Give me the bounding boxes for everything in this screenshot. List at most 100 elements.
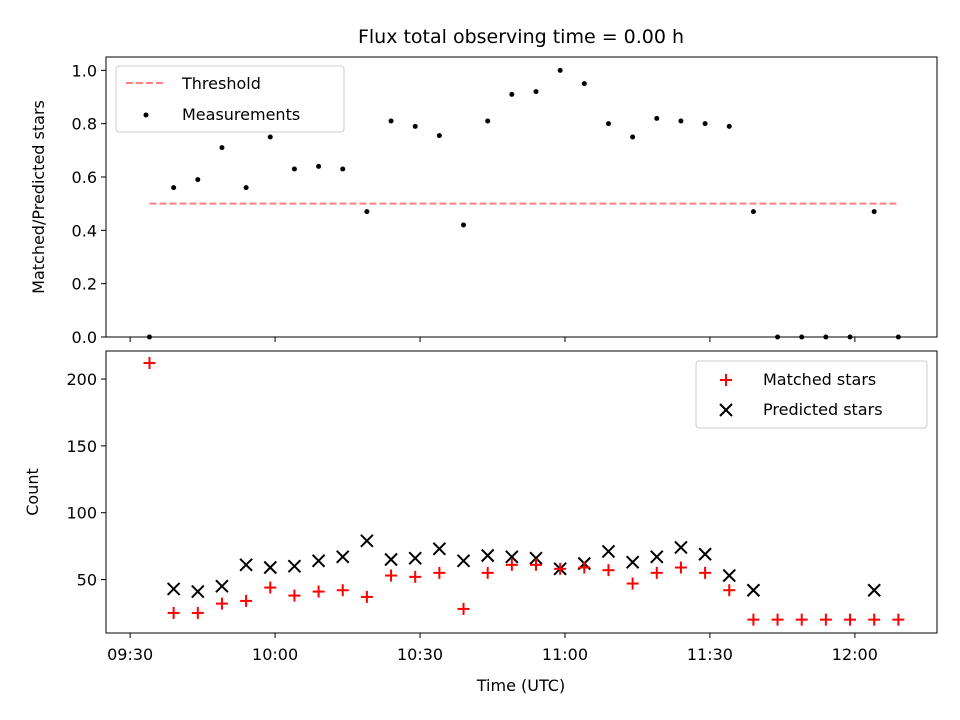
predicted-stars-point bbox=[408, 551, 422, 565]
matched-stars-point bbox=[747, 613, 760, 626]
measurement-point bbox=[243, 185, 249, 191]
measurement-point bbox=[461, 222, 467, 228]
matched-stars-point bbox=[723, 584, 736, 597]
measurement-point bbox=[485, 118, 491, 124]
measurement-point bbox=[702, 121, 708, 127]
x-tick-label: 12:00 bbox=[832, 645, 878, 664]
count-legend-box bbox=[695, 360, 928, 429]
x-tick-label: 10:00 bbox=[252, 645, 298, 664]
matched-stars-point bbox=[554, 562, 567, 575]
measurement-point bbox=[195, 177, 201, 183]
ratio-plot-area bbox=[146, 67, 901, 340]
chart-title: Flux total observing time = 0.00 h bbox=[358, 26, 684, 48]
ratio-y-tick-label: 1.0 bbox=[72, 61, 97, 80]
measurement-point bbox=[581, 81, 587, 87]
matched-stars-point bbox=[602, 564, 615, 577]
ratio-y-tick-label: 0.4 bbox=[72, 221, 97, 240]
ratio-y-tick-label: 0.0 bbox=[72, 328, 97, 347]
matched-stars-point bbox=[264, 581, 277, 594]
predicted-stars-point bbox=[287, 559, 302, 573]
matched-stars-point bbox=[312, 585, 325, 598]
measurements-legend-label: Measurements bbox=[182, 105, 300, 124]
measurement-point bbox=[557, 67, 563, 73]
predicted-stars-point bbox=[215, 579, 229, 593]
predicted-stars-point bbox=[625, 555, 640, 569]
matched-stars-legend-swatch bbox=[720, 374, 732, 386]
predicted-stars-point bbox=[867, 583, 881, 597]
ratio-y-axis: 0.0 0.2 0.4 0.6 0.8 1.0 bbox=[72, 61, 106, 347]
x-axis-label: Time (UTC) bbox=[476, 676, 565, 695]
matched-stars-point bbox=[505, 558, 518, 571]
measurement-point bbox=[219, 145, 225, 151]
matched-stars-point bbox=[892, 613, 905, 626]
predicted-stars-point bbox=[360, 534, 374, 548]
predicted-stars-legend-swatch bbox=[719, 403, 733, 417]
predicted-stars-point bbox=[456, 554, 471, 568]
predicted-stars-point bbox=[674, 540, 688, 555]
matched-stars-point bbox=[674, 561, 687, 574]
count-panel: 50 100 150 200 09:30 10:00 10:30 11:00 11:30 12:… bbox=[23, 350, 938, 695]
matched-stars-point bbox=[336, 584, 349, 597]
ratio-y-axis-label: Matched/Predicted stars bbox=[29, 100, 48, 294]
measurement-point bbox=[678, 118, 684, 124]
measurement-point bbox=[726, 123, 732, 129]
predicted-stars-point bbox=[166, 582, 181, 596]
count-y-axis-label: Count bbox=[23, 468, 42, 516]
measurement-point bbox=[605, 121, 611, 127]
measurement-point bbox=[436, 133, 442, 139]
count-axes-frame bbox=[105, 350, 938, 634]
matched-stars-point bbox=[409, 570, 422, 583]
predicted-stars-point bbox=[650, 550, 664, 564]
measurement-point bbox=[340, 166, 346, 172]
measurement-point bbox=[388, 118, 394, 124]
ratio-x-ticks bbox=[129, 337, 856, 342]
threshold-legend-label: Threshold bbox=[181, 74, 261, 93]
predicted-stars-point bbox=[601, 544, 616, 559]
count-y-axis: 50 100 150 200 bbox=[66, 370, 106, 590]
predicted-stars-point bbox=[529, 551, 543, 565]
measurement-point bbox=[750, 209, 756, 215]
count-y-tick-label: 100 bbox=[66, 504, 97, 523]
measurement-point bbox=[316, 163, 322, 169]
matched-stars-point bbox=[240, 594, 253, 607]
ratio-panel: 0.0 0.2 0.4 0.6 0.8 1.0 Matched/Predicted sta… bbox=[29, 56, 938, 347]
matched-stars-point bbox=[191, 606, 204, 619]
measurement-point bbox=[509, 91, 515, 97]
measurement-point bbox=[654, 115, 660, 121]
matched-stars-point bbox=[288, 589, 301, 602]
matched-stars-point bbox=[699, 566, 712, 579]
matched-stars-point bbox=[167, 606, 180, 619]
count-y-tick-label: 150 bbox=[66, 437, 97, 456]
ratio-y-tick-label: 0.8 bbox=[72, 115, 97, 134]
ratio-axes-frame bbox=[105, 56, 938, 338]
predicted-stars-point bbox=[505, 550, 519, 564]
matched-stars-point bbox=[529, 558, 542, 571]
predicted-stars-point bbox=[722, 568, 736, 583]
matched-stars-point bbox=[143, 357, 156, 370]
count-y-tick-label: 200 bbox=[66, 370, 97, 389]
measurement-point bbox=[171, 185, 177, 191]
measurement-point bbox=[291, 166, 297, 172]
predicted-stars-point bbox=[239, 558, 253, 572]
measurement-point bbox=[871, 209, 877, 215]
measurements-legend-swatch bbox=[143, 112, 149, 118]
predicted-stars-point bbox=[746, 583, 761, 597]
matched-stars-point bbox=[481, 566, 494, 579]
measurement-point bbox=[267, 134, 273, 140]
ratio-legend: Threshold Measurements bbox=[115, 65, 345, 133]
matched-stars-point bbox=[626, 577, 639, 590]
x-tick-label: 10:30 bbox=[397, 645, 443, 664]
predicted-stars-point bbox=[432, 542, 447, 556]
count-y-tick-label: 50 bbox=[77, 571, 97, 590]
matched-stars-point bbox=[771, 613, 784, 626]
count-x-axis: 09:30 10:00 10:30 11:00 11:30 12:00 bbox=[107, 633, 878, 664]
ratio-y-tick-label: 0.6 bbox=[72, 168, 97, 187]
x-tick-label: 11:30 bbox=[687, 645, 733, 664]
matched-stars-point bbox=[360, 590, 373, 603]
count-legend: Matched stars Predicted stars bbox=[695, 360, 928, 429]
ratio-y-tick-label: 0.2 bbox=[72, 275, 97, 294]
measurement-point bbox=[412, 123, 418, 129]
predicted-stars-point bbox=[336, 550, 350, 564]
matched-stars-point bbox=[844, 613, 857, 626]
